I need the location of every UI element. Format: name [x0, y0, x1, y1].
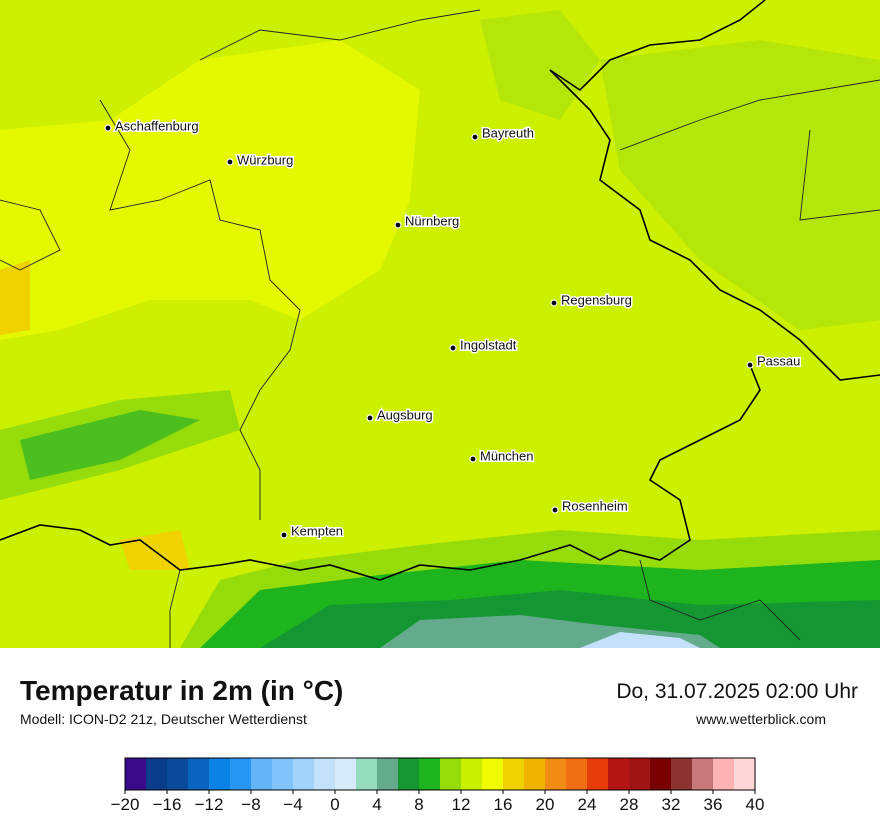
colorbar-tick-label: −16	[153, 795, 182, 814]
colorbar-bin	[419, 758, 441, 790]
colorbar: −20 −16 −12 −8 −4 0 4 8 12 16 20 24 28 32 36 40	[111, 757, 765, 814]
warm-spot	[0, 260, 30, 335]
city-dot	[746, 361, 754, 369]
country-border	[549, 69, 880, 381]
city-label: Ingolstadt	[460, 337, 517, 352]
colorbar-bin	[482, 758, 504, 790]
city-label: Passau	[757, 353, 800, 368]
colorbar-bin	[734, 758, 756, 790]
city-dot	[226, 158, 234, 166]
colorbar-bin	[167, 758, 189, 790]
colorbar-tick-label: 16	[494, 795, 513, 814]
colorbar-tick-label: −8	[241, 795, 260, 814]
colorbar-bin	[692, 758, 714, 790]
colorbar-tick-label: 4	[372, 795, 381, 814]
city-label: Aschaffenburg	[115, 118, 199, 133]
city-dot	[104, 124, 112, 132]
city-label: Augsburg	[377, 407, 433, 422]
colorbar-bin	[293, 758, 315, 790]
city-dot	[550, 299, 558, 307]
cool-area	[600, 40, 880, 330]
city-label: Rosenheim	[562, 498, 628, 513]
cool-area	[20, 410, 200, 480]
colorbar-tick-label: 28	[620, 795, 639, 814]
state-border	[619, 79, 880, 221]
city-dot	[366, 414, 374, 422]
colorbar-tick-label: 0	[330, 795, 339, 814]
colorbar-bin	[356, 758, 378, 790]
city-dot	[471, 133, 479, 141]
city-label: Kempten	[291, 523, 343, 538]
cool-area	[480, 10, 600, 120]
country-border	[0, 364, 761, 581]
city-dot	[280, 531, 288, 539]
colorbar-bin	[587, 758, 609, 790]
colorbar-bin	[188, 758, 210, 790]
colorbar-bin	[713, 758, 735, 790]
city-dot	[551, 506, 559, 514]
colorbar-tick-label: −12	[195, 795, 224, 814]
colorbar-tick-label: 20	[536, 795, 555, 814]
colorbar-bin	[125, 758, 147, 790]
colorbar-bin	[524, 758, 546, 790]
state-border	[99, 99, 301, 520]
colorbar-frame	[124, 757, 756, 791]
city-dot	[394, 221, 402, 229]
state-border	[0, 199, 61, 271]
colorbar-bin	[608, 758, 630, 790]
colorbar-bin	[251, 758, 273, 790]
colorbar-tick-label: 40	[746, 795, 765, 814]
colorbar-bin	[377, 758, 399, 790]
city-label: Würzburg	[237, 152, 293, 167]
colorbar-tick-label: 36	[704, 795, 723, 814]
header: Temperatur in 2m (in °C) Modell: ICON-D2…	[20, 675, 858, 727]
colorbar-bin	[272, 758, 294, 790]
map	[0, 0, 880, 648]
alps-area	[580, 632, 700, 648]
cities: Aschaffenburg Würzburg Bayreuth Nürnberg…	[104, 117, 802, 540]
colorbar-tick-label: 12	[452, 795, 471, 814]
colorbar-bin	[209, 758, 231, 790]
colorbar-bin	[230, 758, 252, 790]
colorbar-bin	[671, 758, 693, 790]
colorbar-bin	[461, 758, 483, 790]
colorbar-bin	[566, 758, 588, 790]
colorbar-bin	[629, 758, 651, 790]
title: Temperatur in 2m (in °C)	[20, 675, 343, 706]
colorbar-bin	[398, 758, 420, 790]
colorbar-bin	[314, 758, 336, 790]
subtitle: Modell: ICON-D2 21z, Deutscher Wetterdie…	[20, 711, 307, 727]
country-border	[549, 0, 766, 92]
city-label: Regensburg	[561, 292, 632, 307]
date: Do, 31.07.2025 02:00 Uhr	[616, 680, 858, 703]
colorbar-bin	[335, 758, 357, 790]
colorbar-bin	[545, 758, 567, 790]
colorbar-tick-label: 24	[578, 795, 597, 814]
city-label: München	[480, 448, 533, 463]
colorbar-tick-label: −4	[283, 795, 302, 814]
colorbar-tick-label: 8	[414, 795, 423, 814]
website: www.wetterblick.com	[695, 711, 826, 727]
warm-area	[0, 40, 420, 340]
colorbar-bin	[440, 758, 462, 790]
colorbar-bin	[146, 758, 168, 790]
colorbar-tick-label: 32	[662, 795, 681, 814]
colorbar-bin	[650, 758, 672, 790]
colorbar-tick-label: −20	[111, 795, 140, 814]
city-label: Nürnberg	[405, 213, 459, 228]
state-border	[169, 559, 801, 648]
city-dot	[449, 344, 457, 352]
state-border	[199, 9, 481, 61]
city-label: Bayreuth	[482, 125, 534, 140]
colorbar-bin	[503, 758, 525, 790]
city-dot	[469, 455, 477, 463]
